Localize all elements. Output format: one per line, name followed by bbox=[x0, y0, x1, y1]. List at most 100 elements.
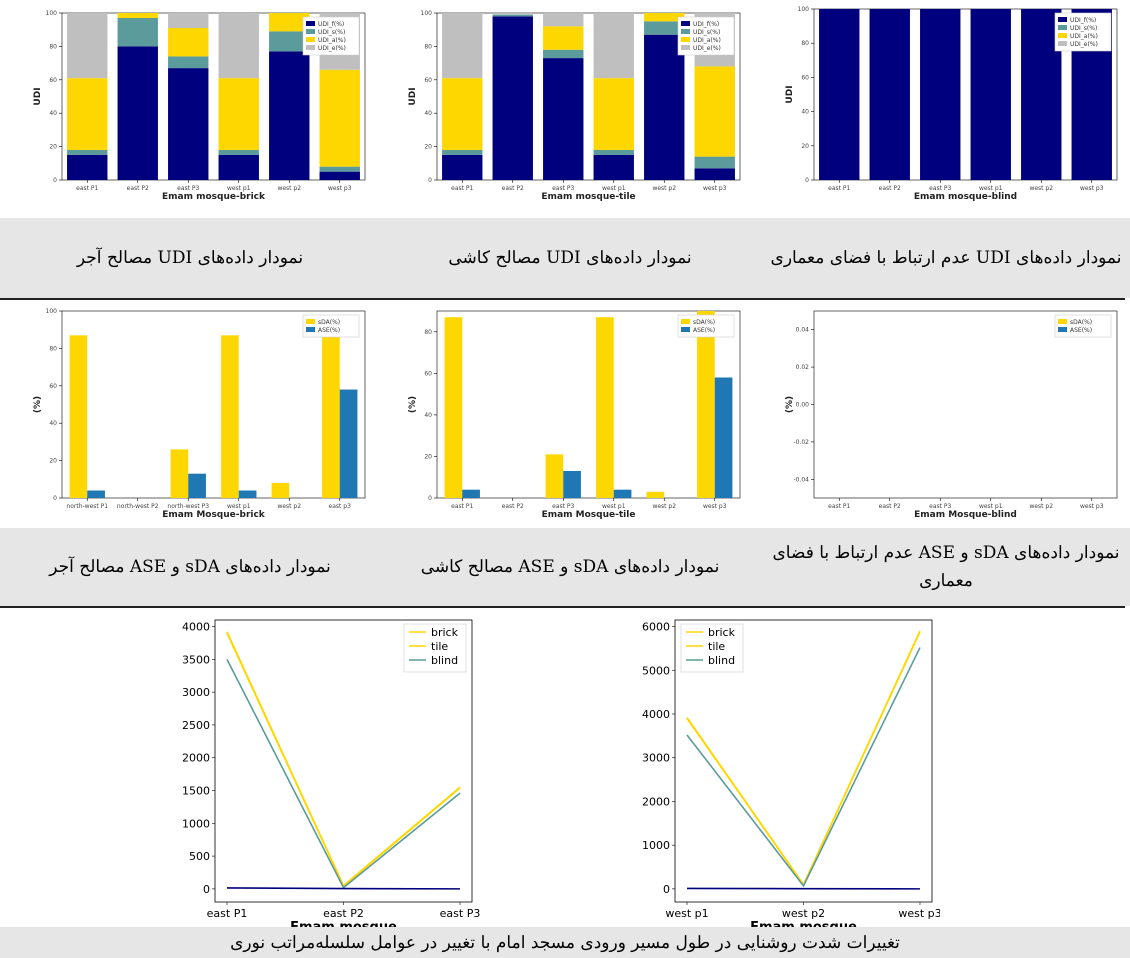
y-tick-label: 0.00 bbox=[796, 402, 810, 409]
legend-swatch bbox=[1058, 17, 1067, 22]
bar-segment bbox=[218, 149, 259, 155]
bar-segment bbox=[819, 9, 860, 180]
y-tick-label: 40 bbox=[49, 420, 57, 427]
y-tick-label: 100 bbox=[46, 10, 58, 17]
x-tick-label: north-west P2 bbox=[117, 503, 159, 510]
legend-label: brick bbox=[708, 626, 736, 639]
udi-blind-svg: 0 20 40 60 80 100 east P1 east P2 east P3 west p1… bbox=[785, 6, 1118, 202]
line-west-svg: 0 1000 2000 3000 4000 5000 6000 west p1 west p2 w… bbox=[642, 619, 940, 927]
x-tick-label: east P1 bbox=[451, 185, 473, 192]
legend-swatch bbox=[681, 21, 690, 26]
legend-label: tile bbox=[708, 640, 725, 653]
caption-band-1 bbox=[0, 218, 1130, 298]
x-tick-label: west p2 bbox=[652, 503, 676, 510]
x-tick-label: west p3 bbox=[1080, 503, 1104, 510]
bar bbox=[596, 317, 614, 498]
y-tick-label: 80 bbox=[49, 43, 57, 50]
legend-label: UDI_a(%) bbox=[1070, 33, 1098, 40]
bar-segment bbox=[593, 149, 634, 155]
caption-bottom: تغییرات شدت روشنایی در طول مسیر ورودی مس… bbox=[230, 932, 900, 953]
legend-label: UDI_f(%) bbox=[318, 21, 344, 28]
y-tick-label: 0 bbox=[203, 883, 210, 896]
bar-segment bbox=[694, 168, 735, 180]
bar-segment bbox=[168, 68, 209, 180]
x-tick-label: west p2 bbox=[1029, 185, 1053, 192]
legend-swatch bbox=[1058, 33, 1067, 38]
x-tick-label: west p3 bbox=[898, 907, 940, 920]
legend-label: UDI_s(%) bbox=[1070, 25, 1097, 32]
legend-label: tile bbox=[431, 640, 448, 653]
y-axis-title: (%) bbox=[33, 396, 43, 413]
legend-label: brick bbox=[431, 626, 459, 639]
bar-segment bbox=[168, 56, 209, 69]
y-tick-label: 6000 bbox=[642, 621, 670, 634]
caption-udi-tile: نمودار داده‌های UDI مصالح کاشی bbox=[448, 248, 692, 268]
x-tick-label: east P2 bbox=[879, 503, 901, 510]
y-tick-label: 40 bbox=[49, 110, 57, 117]
legend-label: UDI_e(%) bbox=[693, 45, 721, 52]
x-axis-title: Emam Mosque-tile bbox=[542, 510, 636, 520]
y-tick-label: 5000 bbox=[642, 664, 670, 677]
y-tick-label: 3000 bbox=[642, 752, 670, 765]
bar-segment bbox=[543, 13, 584, 27]
legend-swatch bbox=[306, 37, 315, 42]
y-tick-label: 20 bbox=[801, 143, 809, 150]
bar-segment bbox=[694, 66, 735, 157]
x-tick-label: west p2 bbox=[652, 185, 676, 192]
bar-segment bbox=[543, 49, 584, 59]
legend-label: UDI_f(%) bbox=[1070, 17, 1096, 24]
bar bbox=[87, 490, 105, 498]
x-tick-label: west p3 bbox=[1080, 185, 1104, 192]
udi-brick-svg: 0 20 40 60 80 100 east P1 east P2 east P3 west p1… bbox=[33, 10, 366, 202]
bar-segment bbox=[269, 13, 310, 32]
y-tick-label: 0.04 bbox=[796, 327, 810, 334]
bar-segment bbox=[593, 154, 634, 180]
y-tick-label: 0 bbox=[53, 495, 57, 502]
legend-swatch bbox=[1058, 327, 1067, 332]
chart-sda-brick: 0 20 40 60 80 100 north-west P1 north-west P2 no… bbox=[20, 303, 376, 523]
bar-segment bbox=[442, 154, 483, 180]
legend-swatch bbox=[681, 45, 690, 50]
x-tick-label: east P1 bbox=[76, 185, 98, 192]
y-tick-label: 20 bbox=[49, 458, 57, 465]
x-tick-label: east P3 bbox=[929, 503, 951, 510]
legend-swatch bbox=[306, 45, 315, 50]
bar-segment bbox=[319, 69, 360, 167]
bar bbox=[697, 311, 715, 498]
bar-segment bbox=[543, 58, 584, 181]
y-axis-title: (%) bbox=[408, 396, 418, 413]
legend-label: UDI_s(%) bbox=[693, 29, 720, 36]
sda-tile-svg: 0 20 40 60 80 east P1 east P2 east P3 west p1 wes… bbox=[408, 310, 741, 520]
x-tick-label: west p1 bbox=[602, 503, 626, 510]
y-tick-label: 80 bbox=[49, 345, 57, 352]
x-tick-label: east P2 bbox=[323, 907, 364, 920]
y-tick-label: 0.02 bbox=[796, 364, 810, 371]
chart-line-west: 0 1000 2000 3000 4000 5000 6000 west p1 west p2 w… bbox=[620, 612, 940, 927]
x-tick-label: east p3 bbox=[329, 503, 352, 510]
x-tick-label: east P3 bbox=[929, 185, 951, 192]
y-tick-label: 80 bbox=[801, 40, 809, 47]
bar bbox=[646, 491, 665, 498]
bar-segment bbox=[920, 9, 961, 180]
bar-segment bbox=[117, 13, 158, 19]
legend-label: ASE(%) bbox=[318, 327, 340, 334]
x-tick-label: west p2 bbox=[782, 907, 825, 920]
y-tick-label: 0 bbox=[663, 883, 670, 896]
caption-udi-brick: نمودار داده‌های UDI مصالح آجر bbox=[76, 248, 304, 268]
y-tick-label: 80 bbox=[424, 329, 432, 336]
y-tick-label: 0 bbox=[428, 177, 432, 184]
caption-sda-brick: نمودار داده‌های sDA و ASE مصالح آجر bbox=[49, 557, 331, 577]
bar-segment bbox=[492, 16, 533, 181]
bar bbox=[221, 335, 239, 498]
y-tick-label: 1000 bbox=[182, 817, 210, 830]
y-axis-title: UDI bbox=[785, 85, 795, 103]
legend-box bbox=[1054, 314, 1112, 338]
x-tick-label: east P1 bbox=[451, 503, 473, 510]
legend-label: blind bbox=[708, 654, 735, 667]
y-tick-label: 60 bbox=[801, 74, 809, 81]
y-axis-title: UDI bbox=[408, 87, 418, 105]
bar-segment bbox=[218, 154, 259, 180]
plot-frame bbox=[436, 310, 741, 499]
bar bbox=[188, 473, 206, 498]
bar-segment bbox=[67, 154, 108, 180]
